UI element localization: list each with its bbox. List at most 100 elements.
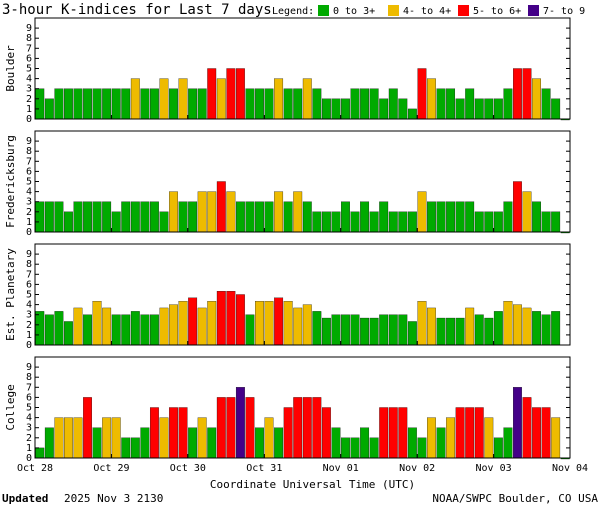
bar — [446, 201, 456, 233]
y-tick-label: 1 — [26, 217, 32, 228]
bar — [551, 417, 561, 459]
bar — [398, 211, 408, 233]
bar — [398, 407, 408, 459]
bar — [360, 427, 370, 459]
y-tick-label: 9 — [26, 23, 32, 34]
bar — [226, 291, 236, 346]
y-tick-label: 9 — [26, 249, 32, 260]
x-tick-label: Nov 01 — [323, 463, 359, 474]
bar — [83, 397, 92, 459]
bar — [245, 314, 255, 346]
y-tick-label: 1 — [26, 104, 32, 115]
y-tick-label: 5 — [26, 290, 32, 301]
bar — [360, 201, 370, 233]
bar — [54, 417, 64, 459]
bar — [130, 311, 140, 346]
bar — [350, 88, 360, 120]
bar — [436, 201, 446, 233]
bar — [446, 317, 456, 346]
bar — [341, 98, 350, 120]
bar — [92, 427, 102, 459]
bar — [369, 317, 379, 346]
bar — [102, 201, 112, 233]
bar — [541, 314, 551, 346]
y-tick-label: 8 — [26, 259, 32, 270]
bar — [360, 88, 370, 120]
bar — [235, 294, 245, 346]
bar — [35, 311, 45, 346]
bar — [178, 301, 188, 346]
bar — [283, 201, 293, 233]
bar — [407, 427, 417, 459]
bar — [140, 88, 150, 120]
bar — [465, 201, 475, 233]
bar — [302, 201, 312, 233]
bar — [207, 191, 217, 233]
y-tick-label: 8 — [26, 33, 32, 44]
bar — [436, 317, 446, 346]
y-tick-label: 5 — [26, 403, 32, 414]
bar — [331, 314, 341, 346]
bar — [235, 387, 245, 459]
y-tick-label: 7 — [26, 43, 32, 54]
bar — [140, 314, 150, 346]
bar — [522, 307, 532, 346]
bar — [407, 321, 417, 346]
bar — [417, 68, 427, 120]
chart-title: 3-hour K-indices for Last 7 days — [2, 2, 272, 18]
bar — [321, 98, 331, 120]
y-tick-label: 4 — [26, 300, 32, 311]
y-tick-label: 7 — [26, 156, 32, 167]
bar — [245, 201, 255, 233]
bar — [360, 317, 370, 346]
y-tick-label: 6 — [26, 392, 32, 403]
y-tick-label: 2 — [26, 207, 32, 218]
legend-label: 7- to 9 — [543, 6, 585, 17]
bar — [474, 98, 484, 120]
bar — [532, 78, 541, 120]
bar — [245, 397, 255, 459]
bar — [226, 68, 236, 120]
y-tick-label: 3 — [26, 197, 32, 208]
bar — [312, 311, 322, 346]
bar — [350, 314, 360, 346]
y-tick-label: 4 — [26, 187, 32, 198]
y-tick-label: 7 — [26, 269, 32, 280]
bar — [111, 417, 121, 459]
bar — [532, 407, 541, 459]
bar — [331, 211, 341, 233]
bar — [44, 314, 54, 346]
y-tick-label: 0 — [26, 227, 32, 238]
bar — [513, 304, 522, 346]
bar — [388, 211, 398, 233]
bar — [513, 68, 522, 120]
bar — [407, 108, 417, 120]
bar — [522, 68, 532, 120]
bar — [111, 88, 121, 120]
bar — [35, 201, 45, 233]
bar — [83, 88, 92, 120]
y-tick-label: 7 — [26, 382, 32, 393]
bar — [427, 201, 436, 233]
bar — [350, 211, 360, 233]
bar — [216, 397, 226, 459]
bar — [178, 78, 188, 120]
bar — [149, 201, 159, 233]
y-tick-label: 9 — [26, 362, 32, 373]
bar — [388, 314, 398, 346]
bar — [197, 417, 207, 459]
bar — [102, 307, 112, 346]
bar — [398, 314, 408, 346]
x-axis-label: Coordinate Universal Time (UTC) — [210, 478, 415, 491]
bar — [111, 314, 121, 346]
bar — [64, 417, 73, 459]
bar — [44, 201, 54, 233]
bar — [541, 407, 551, 459]
y-tick-label: 3 — [26, 310, 32, 321]
y-axis-label: College — [4, 384, 17, 430]
bar — [302, 78, 312, 120]
bar — [522, 191, 532, 233]
bar — [484, 98, 494, 120]
bar — [245, 88, 255, 120]
